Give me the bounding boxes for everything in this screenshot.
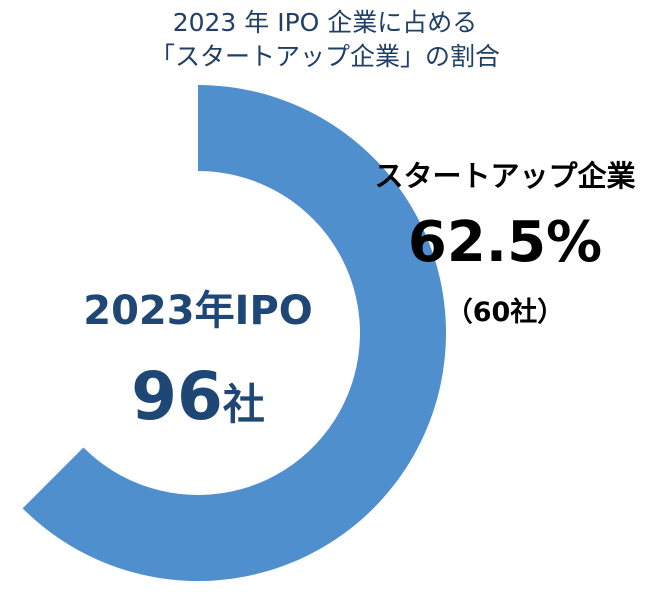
chart-title-line-2: 「スタートアップ企業」の割合 [149,42,500,71]
slice-label-startup-percent: 62.5% [407,210,603,275]
center-value-unit: 社 [222,380,265,429]
center-value-number: 96 [131,358,223,435]
chart-title: 2023 年 IPO 企業に占める 「スタートアップ企業」の割合 [0,6,650,74]
slice-label-startup-name: スタートアップ企業 [374,159,636,193]
chart-title-line-1: 2023 年 IPO 企業に占める [172,8,478,37]
donut-slices [22,85,447,581]
slice-label-startup-count: （60社） [445,297,565,328]
center-title: 2023年IPO [83,288,313,334]
donut-slice-0 [22,85,447,581]
center-value: 96社 [48,358,348,435]
